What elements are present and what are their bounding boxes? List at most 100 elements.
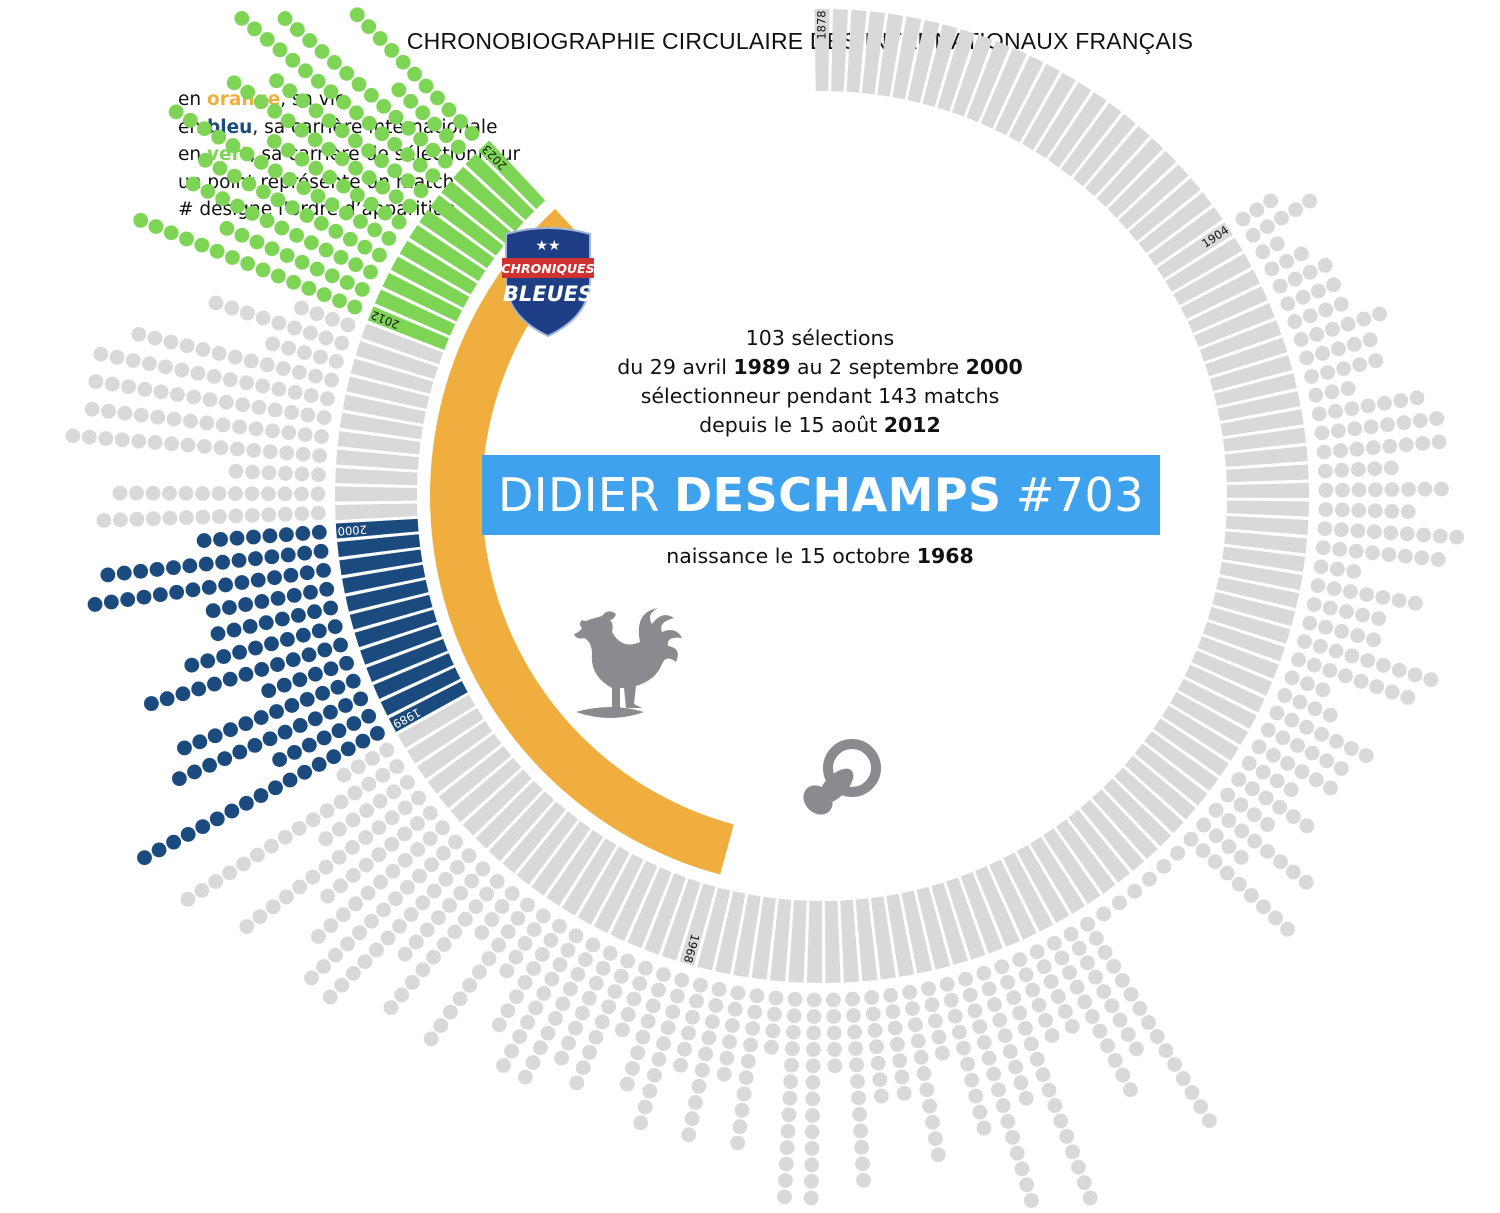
match-dot [1412, 413, 1428, 428]
match-dot [872, 1072, 888, 1088]
match-dot [197, 121, 212, 137]
match-dot [326, 749, 342, 765]
match-dot [1325, 321, 1340, 337]
match-dot [198, 152, 213, 168]
match-dot [282, 171, 297, 187]
match-dot [265, 336, 281, 352]
match-dot [222, 600, 237, 615]
year-segment [627, 867, 672, 949]
match-dot [602, 945, 618, 961]
match-dot [786, 1008, 802, 1024]
match-dot [568, 1020, 583, 1036]
match-dot [552, 918, 567, 934]
match-dot [129, 511, 145, 527]
year-segment [916, 886, 951, 970]
match-dot [554, 1050, 570, 1066]
year-segment [994, 55, 1044, 136]
match-dot [301, 281, 317, 296]
match-dot [543, 932, 559, 948]
match-dot [319, 581, 335, 597]
match-dot [1287, 271, 1303, 287]
match-dot [177, 740, 192, 756]
match-dot [787, 991, 803, 1007]
match-dot [638, 960, 653, 976]
match-dot [1333, 761, 1349, 776]
match-dot [749, 988, 765, 1004]
year-segment [715, 891, 746, 975]
match-dot [336, 767, 352, 783]
match-dot [162, 485, 177, 501]
match-dot [1340, 316, 1356, 332]
year-segment [450, 757, 522, 823]
match-dot [256, 184, 271, 200]
match-dot [330, 679, 346, 695]
match-dot [894, 1069, 910, 1085]
match-dot [1273, 854, 1288, 870]
match-dot [182, 112, 198, 128]
match-dot [1366, 524, 1382, 540]
match-dot [1409, 390, 1425, 406]
match-dot [305, 869, 321, 885]
match-dot [389, 759, 405, 774]
year-segment [1144, 731, 1219, 792]
match-dot [1272, 799, 1288, 815]
match-dot [169, 584, 185, 600]
match-dot [239, 375, 254, 391]
match-dot [261, 683, 277, 699]
match-dot [225, 250, 240, 265]
match-dot [248, 640, 263, 656]
match-dot [227, 168, 242, 184]
match-dot [578, 952, 593, 968]
match-dot [292, 718, 308, 733]
match-dot [279, 889, 294, 905]
match-dot [400, 120, 416, 136]
match-dot [1407, 595, 1423, 611]
match-dot [1065, 1144, 1080, 1160]
match-dot [730, 1135, 746, 1151]
match-dot [359, 803, 374, 818]
match-dot [371, 847, 387, 863]
match-dot [211, 509, 227, 524]
match-dot [408, 934, 424, 950]
year-segment [349, 594, 433, 630]
match-dot [425, 142, 441, 158]
match-dot [376, 98, 392, 114]
match-dot [361, 19, 377, 35]
match-dot [615, 1022, 630, 1038]
match-dot [322, 169, 338, 185]
match-dot [357, 239, 373, 255]
match-dot [716, 1066, 732, 1082]
match-dot [780, 1123, 796, 1139]
match-dot [924, 997, 940, 1013]
match-dot [259, 31, 275, 47]
match-dot [464, 873, 480, 889]
match-dot [765, 1023, 781, 1039]
match-dot [250, 572, 266, 588]
match-dot [1014, 1161, 1030, 1177]
match-dot [314, 44, 330, 59]
match-dot [211, 486, 227, 501]
year-label: 1878 [815, 10, 829, 39]
year-segment [1224, 445, 1308, 467]
match-dot [276, 677, 292, 693]
match-dot [1371, 611, 1387, 627]
match-dot [1071, 941, 1087, 956]
match-dot [1381, 547, 1397, 562]
match-dot [805, 1108, 820, 1123]
match-dot [1393, 393, 1409, 408]
match-dot [1029, 1051, 1045, 1067]
match-dot [345, 868, 361, 883]
match-dot [195, 509, 211, 525]
year-segment [1060, 102, 1122, 177]
match-dot [361, 170, 377, 186]
match-dot [677, 1041, 692, 1057]
match-dot [528, 1000, 544, 1016]
match-dot [282, 83, 298, 99]
match-dot [930, 1147, 946, 1163]
match-dot [1329, 561, 1345, 577]
match-dot [295, 93, 311, 109]
match-dot [1398, 548, 1413, 564]
year-segment [1219, 561, 1303, 591]
year-segment [390, 256, 470, 308]
match-dot [1080, 955, 1095, 971]
